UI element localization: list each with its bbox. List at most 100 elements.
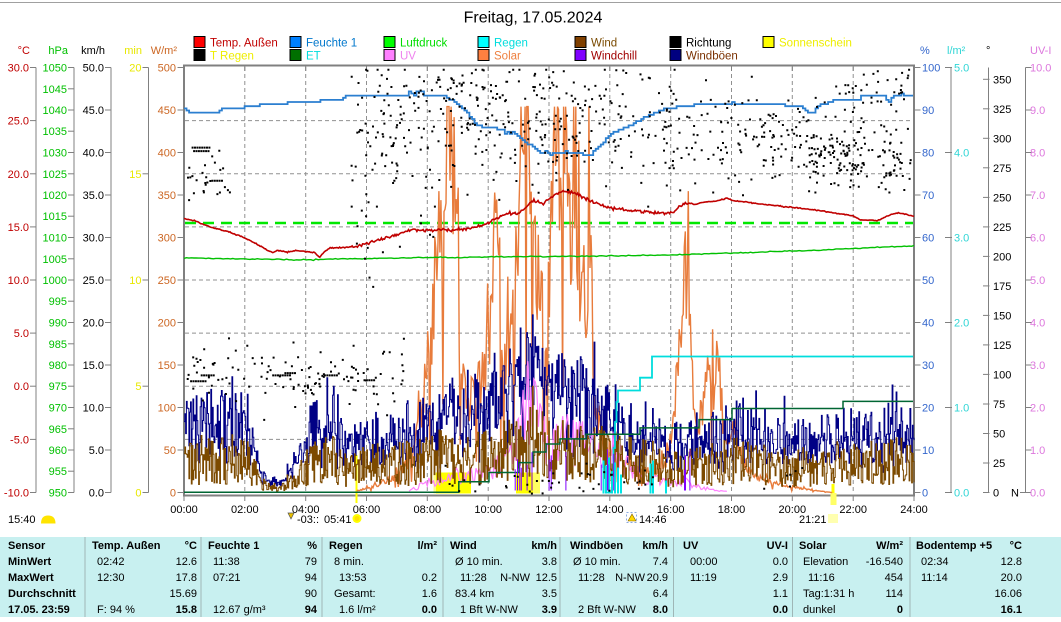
- svg-text:225: 225: [993, 222, 1011, 234]
- svg-text:°C: °C: [18, 45, 30, 57]
- svg-text:0.0: 0.0: [14, 381, 29, 393]
- svg-text:Solar: Solar: [799, 540, 827, 552]
- svg-text:18:00: 18:00: [718, 504, 746, 516]
- svg-text:275: 275: [993, 163, 1011, 175]
- svg-text:5: 5: [135, 381, 141, 393]
- svg-text:1045: 1045: [43, 84, 67, 96]
- svg-text:2.9: 2.9: [773, 572, 788, 584]
- svg-text:10.0: 10.0: [1030, 63, 1051, 75]
- svg-text:W/m²: W/m²: [876, 540, 903, 552]
- svg-text:1025: 1025: [43, 169, 67, 181]
- svg-text:UV-I: UV-I: [767, 540, 788, 552]
- svg-text:14:00: 14:00: [596, 504, 624, 516]
- svg-text:20: 20: [922, 403, 934, 415]
- svg-text:Wind: Wind: [450, 540, 477, 552]
- svg-text:990: 990: [49, 318, 67, 330]
- svg-text:8.0: 8.0: [653, 604, 668, 616]
- svg-text:20.0: 20.0: [1001, 572, 1022, 584]
- svg-text:1.0: 1.0: [954, 403, 969, 415]
- svg-text:4.0: 4.0: [954, 148, 969, 160]
- svg-text:1040: 1040: [43, 105, 67, 117]
- svg-text:Regen: Regen: [494, 38, 528, 50]
- svg-text:80: 80: [922, 148, 934, 160]
- svg-text:300: 300: [993, 133, 1011, 145]
- svg-text:15.8: 15.8: [176, 604, 197, 616]
- svg-text:175: 175: [993, 281, 1011, 293]
- svg-text:Sonnenschein: Sonnenschein: [779, 38, 852, 50]
- svg-text:00:00: 00:00: [170, 504, 198, 516]
- svg-text:50: 50: [993, 429, 1005, 441]
- svg-text:950: 950: [49, 488, 67, 500]
- svg-text:1030: 1030: [43, 148, 67, 160]
- svg-text:km/h: km/h: [81, 45, 105, 57]
- svg-text:6.4: 6.4: [653, 588, 668, 600]
- svg-text:250: 250: [158, 275, 176, 287]
- svg-text:02:42: 02:42: [97, 556, 125, 568]
- svg-text:10: 10: [922, 445, 934, 457]
- svg-text:1010: 1010: [43, 233, 67, 245]
- svg-text:hPa: hPa: [48, 45, 68, 57]
- svg-text:-10.0: -10.0: [4, 488, 29, 500]
- svg-text:24:00: 24:00: [900, 504, 928, 516]
- svg-text:200: 200: [158, 318, 176, 330]
- svg-text:12.6: 12.6: [176, 556, 197, 568]
- svg-text:1005: 1005: [43, 254, 67, 266]
- svg-text:Windchill: Windchill: [591, 51, 637, 63]
- svg-text:16.1: 16.1: [1001, 604, 1022, 616]
- svg-text:0: 0: [135, 488, 141, 500]
- svg-text:min: min: [124, 45, 142, 57]
- svg-text:0.0: 0.0: [773, 556, 788, 568]
- svg-text:3.5: 3.5: [542, 588, 557, 600]
- svg-text:12:30: 12:30: [97, 572, 125, 584]
- svg-text:79: 79: [305, 556, 317, 568]
- svg-text:05:41: 05:41: [324, 514, 352, 526]
- svg-text:3.0: 3.0: [954, 233, 969, 245]
- svg-text:1035: 1035: [43, 126, 67, 138]
- svg-text:13:53: 13:53: [339, 572, 367, 584]
- svg-text:50.0: 50.0: [83, 63, 104, 75]
- svg-text:N-NW: N-NW: [615, 572, 646, 584]
- svg-text:UV-I: UV-I: [1030, 45, 1051, 57]
- svg-text:454: 454: [885, 572, 903, 584]
- svg-text:10.0: 10.0: [8, 275, 29, 287]
- svg-text:l/m²: l/m²: [947, 45, 966, 57]
- svg-text:0.0: 0.0: [1030, 488, 1045, 500]
- svg-text:Sensor: Sensor: [8, 540, 46, 552]
- svg-text:Richtung: Richtung: [686, 38, 731, 50]
- svg-text:995: 995: [49, 296, 67, 308]
- svg-text:11:19: 11:19: [690, 572, 717, 584]
- svg-text:UV: UV: [400, 51, 416, 63]
- svg-text:07:21: 07:21: [213, 572, 241, 584]
- svg-text:0: 0: [922, 488, 928, 500]
- svg-text:75: 75: [993, 399, 1005, 411]
- svg-text:17.05. 23:59: 17.05. 23:59: [8, 604, 70, 616]
- svg-text:30.0: 30.0: [8, 63, 29, 75]
- svg-text:15:40: 15:40: [8, 514, 36, 526]
- svg-text:Ø 10 min.: Ø 10 min.: [455, 556, 503, 568]
- svg-text:2.0: 2.0: [1030, 403, 1045, 415]
- svg-text:50: 50: [164, 445, 176, 457]
- svg-text:l/m²: l/m²: [417, 540, 437, 552]
- svg-text:Temp. Außen: Temp. Außen: [92, 540, 161, 552]
- svg-text:8.0: 8.0: [1030, 148, 1045, 160]
- svg-text:04:00: 04:00: [292, 504, 320, 516]
- svg-text:10:00: 10:00: [474, 504, 502, 516]
- svg-text:-16.540: -16.540: [866, 556, 903, 568]
- svg-text:11:16: 11:16: [808, 572, 835, 584]
- svg-text:60: 60: [922, 233, 934, 245]
- svg-text:Durchschnitt: Durchschnitt: [8, 588, 76, 600]
- svg-text:40.0: 40.0: [83, 148, 104, 160]
- svg-text:40: 40: [922, 318, 934, 330]
- svg-text:975: 975: [49, 381, 67, 393]
- svg-text:08:00: 08:00: [414, 504, 442, 516]
- svg-text:980: 980: [49, 360, 67, 372]
- svg-text:4.0: 4.0: [1030, 318, 1045, 330]
- svg-text:12:00: 12:00: [535, 504, 563, 516]
- svg-text:20.0: 20.0: [83, 318, 104, 330]
- svg-text:9.0: 9.0: [1030, 105, 1045, 117]
- svg-text:Solar: Solar: [494, 51, 521, 63]
- svg-text:-03::: -03::: [297, 514, 319, 526]
- svg-text:11:38: 11:38: [213, 556, 240, 568]
- svg-text:T Regen: T Regen: [210, 51, 254, 63]
- svg-text:15.0: 15.0: [8, 222, 29, 234]
